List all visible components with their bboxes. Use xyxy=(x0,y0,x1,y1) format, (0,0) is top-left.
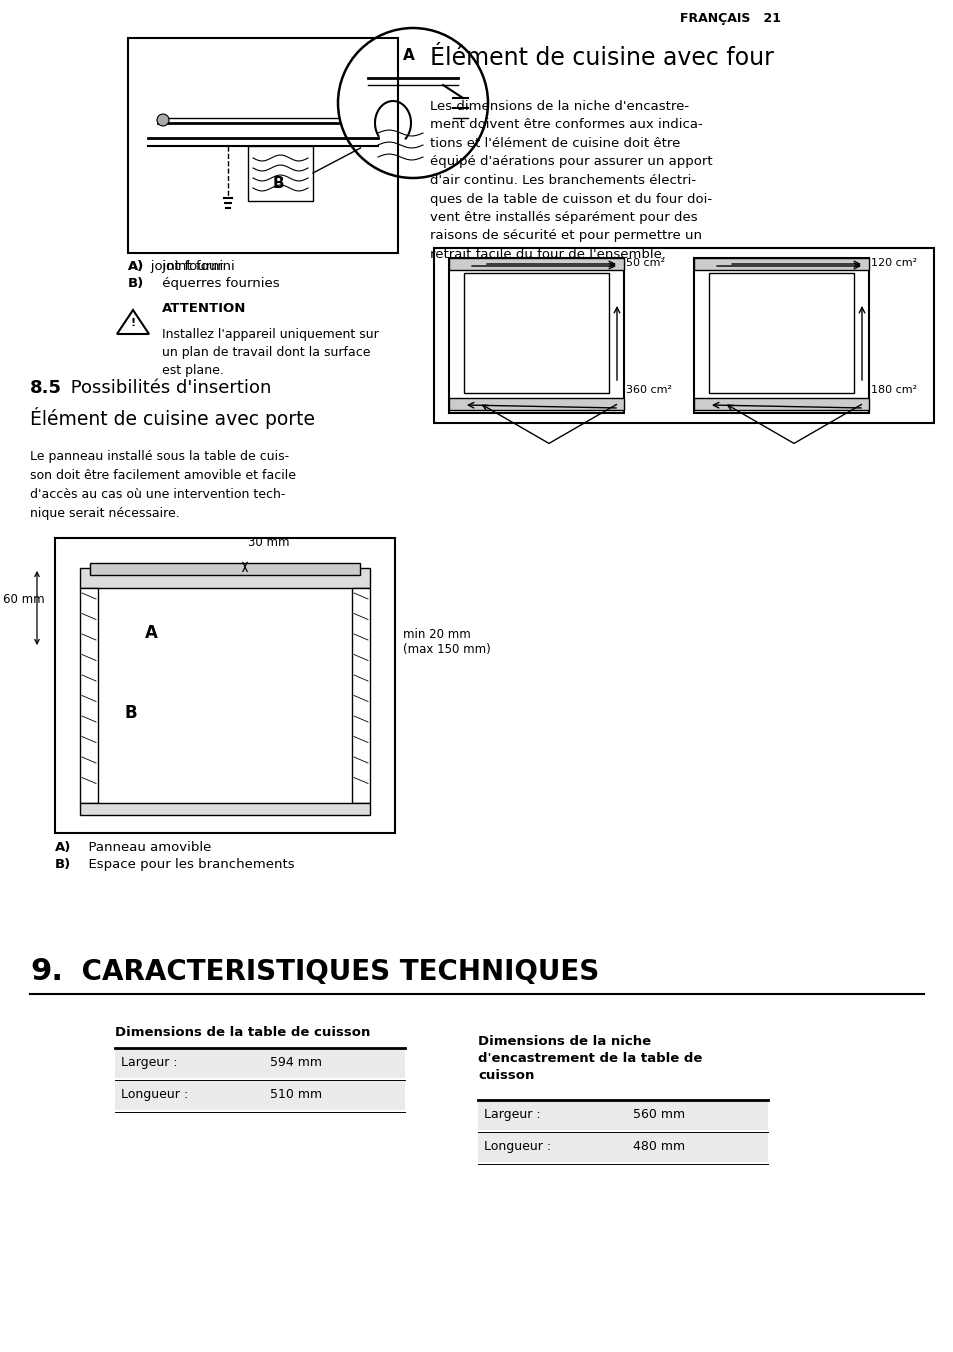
Bar xyxy=(693,258,868,270)
Text: Largeur :: Largeur : xyxy=(483,1109,540,1121)
Text: 9.: 9. xyxy=(30,957,63,986)
Bar xyxy=(80,588,98,803)
Text: Élément de cuisine avec four: Élément de cuisine avec four xyxy=(430,46,773,70)
Text: B: B xyxy=(125,704,137,722)
Text: Installez l'appareil uniquement sur
un plan de travail dont la surface
est plane: Installez l'appareil uniquement sur un p… xyxy=(162,329,378,377)
Text: joint fourni: joint fourni xyxy=(158,260,234,273)
Bar xyxy=(463,273,608,393)
Text: Les dimensions de la niche d'encastre-
ment doivent être conformes aux indica-
t: Les dimensions de la niche d'encastre- m… xyxy=(430,100,712,261)
Bar xyxy=(80,803,370,815)
Bar xyxy=(90,562,359,575)
Text: Largeur :: Largeur : xyxy=(121,1056,177,1069)
Text: A: A xyxy=(145,625,157,642)
Bar xyxy=(434,247,933,423)
Bar xyxy=(248,146,313,201)
Text: 50 cm²: 50 cm² xyxy=(625,258,664,268)
Bar xyxy=(115,1080,405,1110)
Bar xyxy=(449,397,623,410)
Text: 480 mm: 480 mm xyxy=(633,1140,684,1153)
Text: 560 mm: 560 mm xyxy=(633,1109,684,1121)
Text: Espace pour les branchements: Espace pour les branchements xyxy=(80,859,294,871)
Bar xyxy=(477,1101,767,1130)
Text: Le panneau installé sous la table de cuis-
son doit être facilement amovible et : Le panneau installé sous la table de cui… xyxy=(30,450,295,521)
Bar xyxy=(128,38,397,253)
Text: 8.5: 8.5 xyxy=(30,379,62,397)
Text: FRANÇAIS   21: FRANÇAIS 21 xyxy=(679,12,781,24)
Bar xyxy=(477,1132,767,1161)
Text: Dimensions de la table de cuisson: Dimensions de la table de cuisson xyxy=(115,1026,370,1038)
Text: 60 mm: 60 mm xyxy=(3,594,45,606)
Text: A): A) xyxy=(128,260,144,273)
Bar xyxy=(449,258,623,270)
Bar xyxy=(708,273,853,393)
Text: A: A xyxy=(402,49,415,64)
Text: A)  joint fourni: A) joint fourni xyxy=(128,260,223,273)
Text: 594 mm: 594 mm xyxy=(270,1056,322,1069)
Text: B): B) xyxy=(55,859,71,871)
Text: B): B) xyxy=(128,277,144,289)
Text: Panneau amovible: Panneau amovible xyxy=(80,841,212,854)
Text: Élément de cuisine avec porte: Élément de cuisine avec porte xyxy=(30,407,314,429)
Bar xyxy=(80,568,370,588)
Bar xyxy=(352,588,370,803)
Text: Longueur :: Longueur : xyxy=(121,1088,188,1101)
Text: 360 cm²: 360 cm² xyxy=(625,385,671,395)
Text: A): A) xyxy=(55,841,71,854)
Bar xyxy=(449,258,623,412)
Bar xyxy=(55,538,395,833)
Bar xyxy=(693,258,868,412)
Text: 180 cm²: 180 cm² xyxy=(870,385,916,395)
Text: équerres fournies: équerres fournies xyxy=(158,277,279,289)
Bar xyxy=(693,397,868,410)
Text: CARACTERISTIQUES TECHNIQUES: CARACTERISTIQUES TECHNIQUES xyxy=(71,959,598,986)
Text: B: B xyxy=(273,176,284,191)
Text: Dimensions de la niche
d'encastrement de la table de
cuisson: Dimensions de la niche d'encastrement de… xyxy=(477,1036,701,1082)
Circle shape xyxy=(157,114,169,126)
Text: 120 cm²: 120 cm² xyxy=(870,258,916,268)
Text: ATTENTION: ATTENTION xyxy=(162,301,246,315)
Text: !: ! xyxy=(131,318,136,329)
Text: 510 mm: 510 mm xyxy=(270,1088,322,1101)
Text: Longueur :: Longueur : xyxy=(483,1140,551,1153)
Bar xyxy=(115,1048,405,1078)
Text: Possibilités d'insertion: Possibilités d'insertion xyxy=(65,379,271,397)
Text: min 20 mm
(max 150 mm): min 20 mm (max 150 mm) xyxy=(402,627,490,656)
Text: 30 mm: 30 mm xyxy=(248,535,289,549)
